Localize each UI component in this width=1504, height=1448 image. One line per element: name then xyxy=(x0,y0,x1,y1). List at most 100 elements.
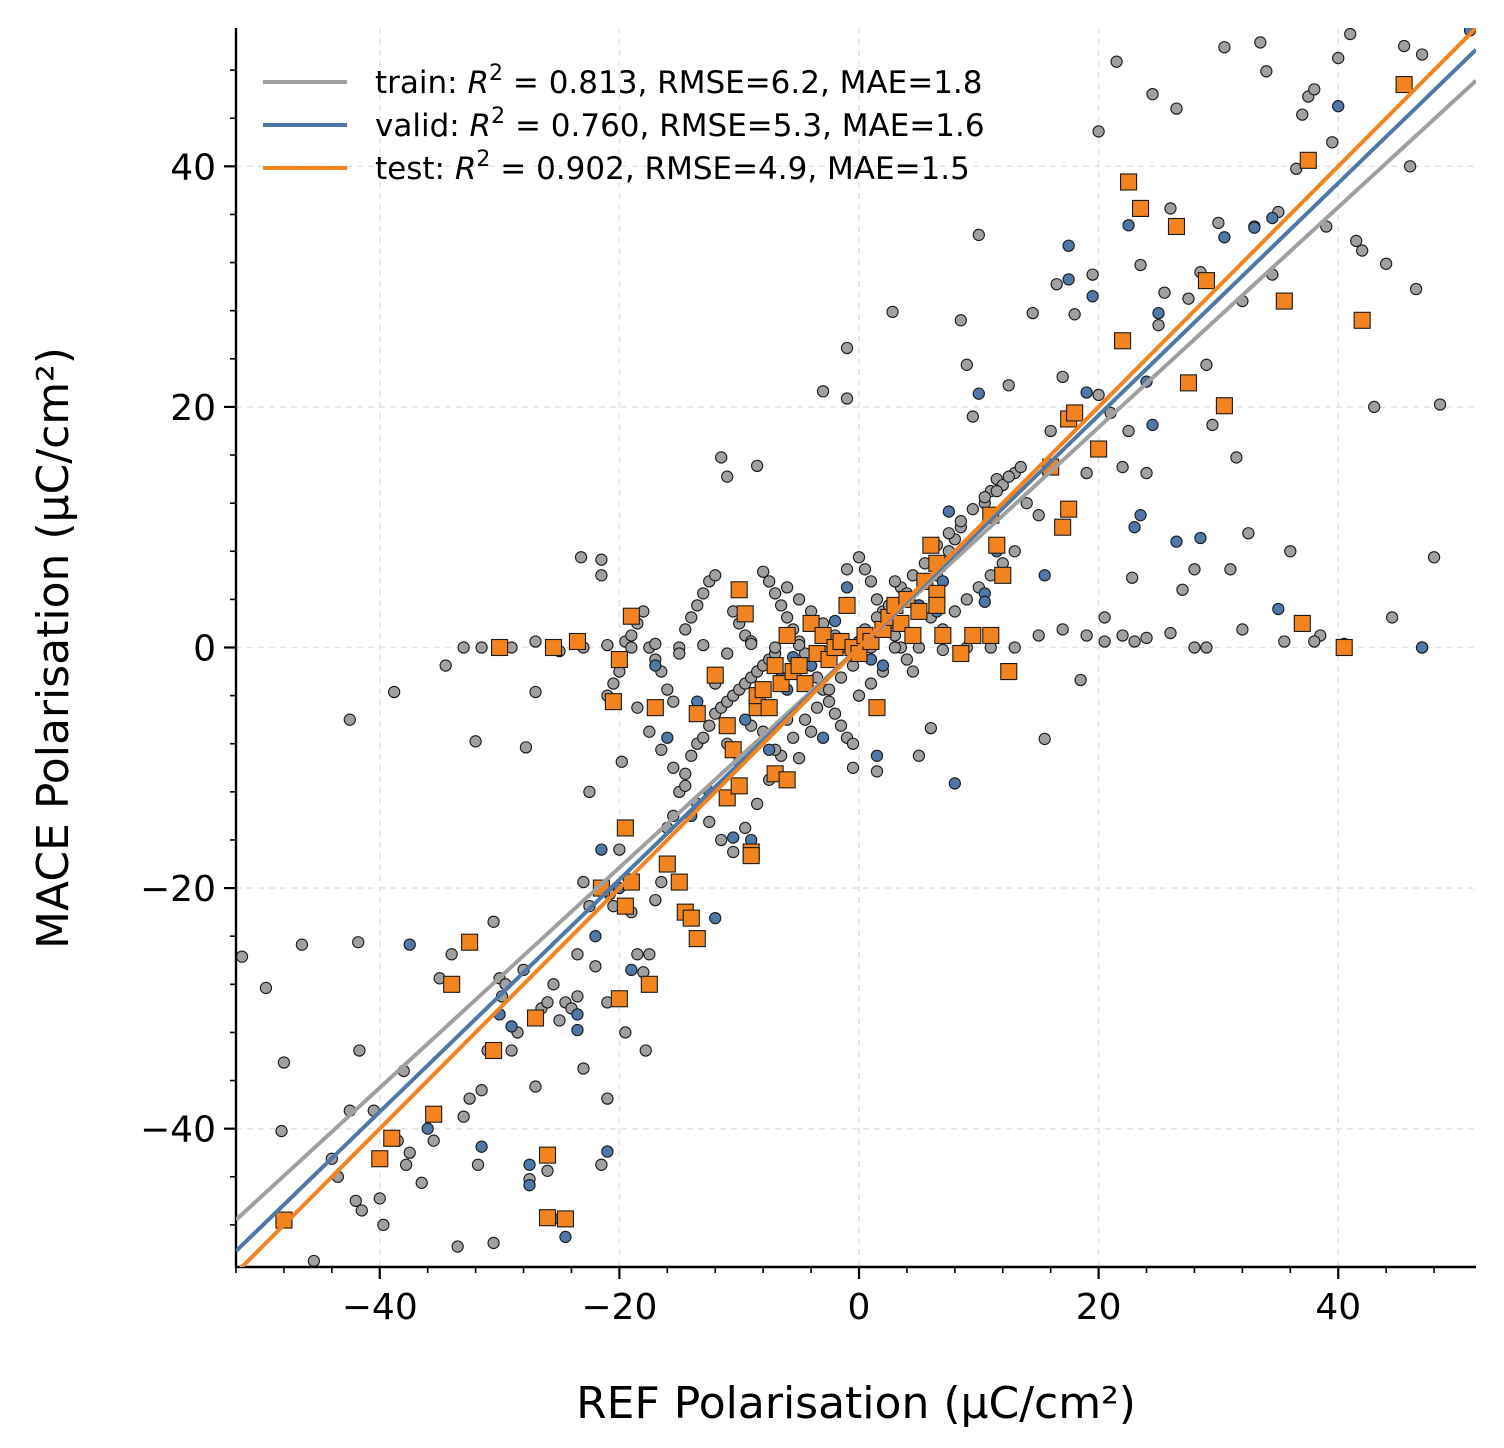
data-point-train xyxy=(1092,388,1105,402)
data-point-valid xyxy=(661,731,674,744)
data-point-train xyxy=(615,755,628,768)
data-point-valid xyxy=(870,749,884,762)
data-point-valid xyxy=(762,743,776,756)
data-point-train xyxy=(1284,545,1297,558)
data-point-valid xyxy=(1332,100,1345,113)
data-point-test xyxy=(425,1105,443,1123)
data-point-train xyxy=(954,515,967,528)
data-point-test xyxy=(556,1210,575,1228)
data-point-train xyxy=(639,1044,652,1057)
data-point-train xyxy=(1056,370,1069,383)
data-point-test xyxy=(964,626,982,645)
data-point-test xyxy=(670,873,688,891)
data-point-test xyxy=(790,656,808,675)
data-point-test xyxy=(646,699,664,717)
data-point-train xyxy=(1086,268,1099,281)
data-point-test xyxy=(1335,638,1353,657)
data-point-train xyxy=(768,641,782,654)
data-point-test xyxy=(1395,75,1413,94)
data-point-test xyxy=(1179,374,1198,392)
data-point-train xyxy=(822,695,836,708)
data-point-test xyxy=(730,777,748,795)
data-point-test xyxy=(1120,173,1138,191)
data-point-valid xyxy=(876,659,890,672)
data-point-train xyxy=(1409,282,1423,296)
data-point-train xyxy=(469,735,482,748)
data-point-train xyxy=(655,875,668,889)
data-point-train xyxy=(1038,732,1051,746)
data-point-valid xyxy=(1266,211,1279,225)
data-point-train xyxy=(655,743,668,756)
data-point-train xyxy=(403,1146,416,1159)
data-point-test xyxy=(994,566,1012,584)
data-point-train xyxy=(762,575,776,588)
data-point-test xyxy=(766,656,784,675)
data-point-train xyxy=(1368,400,1381,414)
data-point-train xyxy=(1433,398,1447,411)
data-point-train xyxy=(721,470,734,483)
x-tick-label: −40 xyxy=(342,1287,418,1328)
data-point-train xyxy=(703,719,716,732)
data-point-train xyxy=(751,459,764,473)
data-point-train xyxy=(721,647,734,660)
data-point-train xyxy=(1116,460,1129,474)
data-point-train xyxy=(1126,571,1139,584)
data-point-valid xyxy=(505,1020,518,1033)
data-point-test xyxy=(922,536,940,554)
data-point-train xyxy=(906,665,920,678)
data-point-valid xyxy=(942,505,956,518)
data-point-test xyxy=(371,1150,389,1168)
data-point-train xyxy=(792,593,806,606)
data-point-train xyxy=(1080,466,1093,480)
legend-entry-valid: valid: R2 = 0.760, RMSE=5.3, MAE=1.6 xyxy=(375,104,985,144)
data-point-valid xyxy=(421,1122,434,1135)
data-point-test xyxy=(928,596,946,614)
data-point-train xyxy=(373,1192,386,1205)
data-point-train xyxy=(1188,641,1201,654)
data-point-test xyxy=(760,699,778,717)
data-point-train xyxy=(1002,470,1015,483)
data-point-train xyxy=(960,358,973,371)
data-point-train xyxy=(295,938,309,951)
data-point-train xyxy=(834,719,848,732)
data-point-train xyxy=(864,575,878,588)
data-point-valid xyxy=(595,843,608,856)
data-point-train xyxy=(1008,545,1021,558)
data-point-train xyxy=(529,635,542,648)
data-point-test xyxy=(538,1209,557,1227)
data-point-test xyxy=(1275,292,1293,310)
data-point-train xyxy=(679,623,692,636)
data-point-train xyxy=(870,593,884,606)
data-point-train xyxy=(631,701,644,714)
data-point-train xyxy=(1080,629,1093,642)
data-point-valid xyxy=(571,1008,584,1021)
data-point-train xyxy=(1254,36,1267,49)
data-point-test xyxy=(706,666,724,684)
data-point-train xyxy=(529,685,542,699)
y-tick-label: −40 xyxy=(140,1110,216,1151)
data-point-test xyxy=(934,626,952,645)
data-point-train xyxy=(685,611,698,624)
data-point-valid xyxy=(1122,219,1135,232)
data-point-train xyxy=(1326,136,1339,149)
data-point-test xyxy=(526,1009,545,1027)
data-point-train xyxy=(948,605,961,618)
data-point-train xyxy=(900,653,914,666)
data-point-train xyxy=(846,737,860,750)
data-point-valid xyxy=(948,777,961,790)
data-point-valid xyxy=(1415,641,1429,654)
data-point-train xyxy=(697,638,710,652)
data-point-train xyxy=(846,761,860,774)
data-point-valid xyxy=(1038,569,1051,582)
data-point-train xyxy=(643,948,656,961)
data-point-test xyxy=(658,855,676,873)
data-point-train xyxy=(715,451,728,464)
y-tick-label: 0 xyxy=(193,629,216,670)
data-point-train xyxy=(870,765,884,778)
data-point-train xyxy=(1164,202,1177,215)
data-point-valid xyxy=(559,1230,572,1244)
data-point-train xyxy=(1128,635,1141,648)
data-point-train xyxy=(804,725,818,738)
data-point-train xyxy=(1296,108,1309,121)
data-point-train xyxy=(1098,611,1111,624)
